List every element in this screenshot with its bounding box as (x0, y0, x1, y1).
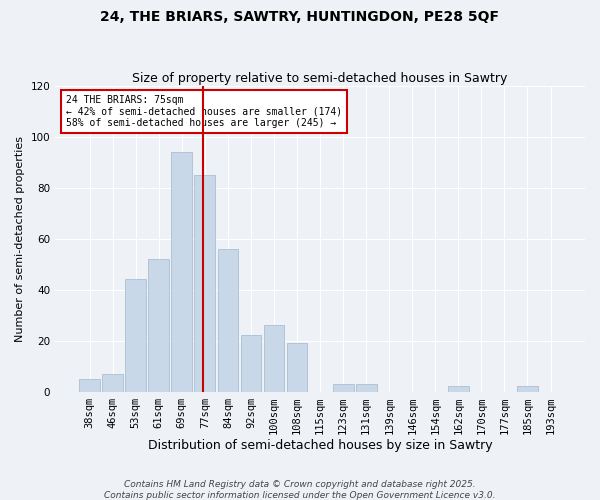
Bar (448, 386, 469, 392)
Text: 24 THE BRIARS: 75sqm
← 42% of semi-detached houses are smaller (174)
58% of semi: 24 THE BRIARS: 75sqm ← 42% of semi-detac… (66, 95, 342, 128)
Bar (218, 249, 238, 392)
Bar (263, 326, 284, 392)
Bar (241, 336, 262, 392)
Bar (125, 280, 146, 392)
Bar (356, 384, 377, 392)
Bar (517, 386, 538, 392)
X-axis label: Distribution of semi-detached houses by size in Sawtry: Distribution of semi-detached houses by … (148, 440, 493, 452)
Bar (79, 379, 100, 392)
Bar (333, 384, 353, 392)
Bar (172, 152, 192, 392)
Bar (102, 374, 123, 392)
Title: Size of property relative to semi-detached houses in Sawtry: Size of property relative to semi-detach… (133, 72, 508, 85)
Bar (194, 175, 215, 392)
Bar (148, 259, 169, 392)
Text: 24, THE BRIARS, SAWTRY, HUNTINGDON, PE28 5QF: 24, THE BRIARS, SAWTRY, HUNTINGDON, PE28… (101, 10, 499, 24)
Text: Contains HM Land Registry data © Crown copyright and database right 2025.
Contai: Contains HM Land Registry data © Crown c… (104, 480, 496, 500)
Y-axis label: Number of semi-detached properties: Number of semi-detached properties (15, 136, 25, 342)
Bar (287, 343, 307, 392)
